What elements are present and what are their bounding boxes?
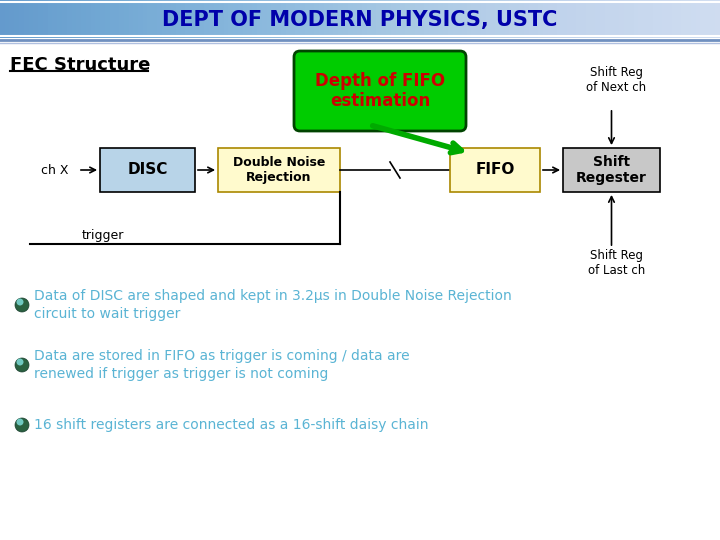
Text: Data are stored in FIFO as trigger is coming / data are
renewed if trigger as tr: Data are stored in FIFO as trigger is co… (34, 349, 410, 381)
Text: DEPT OF MODERN PHYSICS, USTC: DEPT OF MODERN PHYSICS, USTC (162, 10, 558, 30)
FancyBboxPatch shape (563, 148, 660, 192)
FancyBboxPatch shape (100, 148, 195, 192)
FancyBboxPatch shape (218, 148, 340, 192)
Text: FEC Structure: FEC Structure (10, 56, 150, 74)
Ellipse shape (17, 359, 24, 366)
Ellipse shape (15, 358, 29, 372)
Ellipse shape (17, 418, 24, 426)
Text: trigger: trigger (82, 230, 125, 242)
Text: 16 shift registers are connected as a 16-shift daisy chain: 16 shift registers are connected as a 16… (34, 418, 428, 432)
Ellipse shape (15, 418, 29, 432)
Text: Data of DISC are shaped and kept in 3.2μs in Double Noise Rejection
circuit to w: Data of DISC are shaped and kept in 3.2μ… (34, 289, 512, 321)
Text: Shift Reg
of Last ch: Shift Reg of Last ch (588, 249, 645, 277)
Text: DISC: DISC (127, 163, 168, 178)
FancyBboxPatch shape (0, 0, 720, 38)
Text: Double Noise
Rejection: Double Noise Rejection (233, 156, 325, 184)
Text: Shift Reg
of Next ch: Shift Reg of Next ch (586, 66, 647, 94)
Text: FIFO: FIFO (475, 163, 515, 178)
Text: Shift
Regester: Shift Regester (576, 155, 647, 185)
Ellipse shape (17, 299, 24, 306)
Ellipse shape (15, 298, 29, 312)
Text: Depth of FIFO
estimation: Depth of FIFO estimation (315, 72, 445, 110)
FancyBboxPatch shape (450, 148, 540, 192)
Text: ch X: ch X (41, 164, 68, 177)
FancyBboxPatch shape (294, 51, 466, 131)
